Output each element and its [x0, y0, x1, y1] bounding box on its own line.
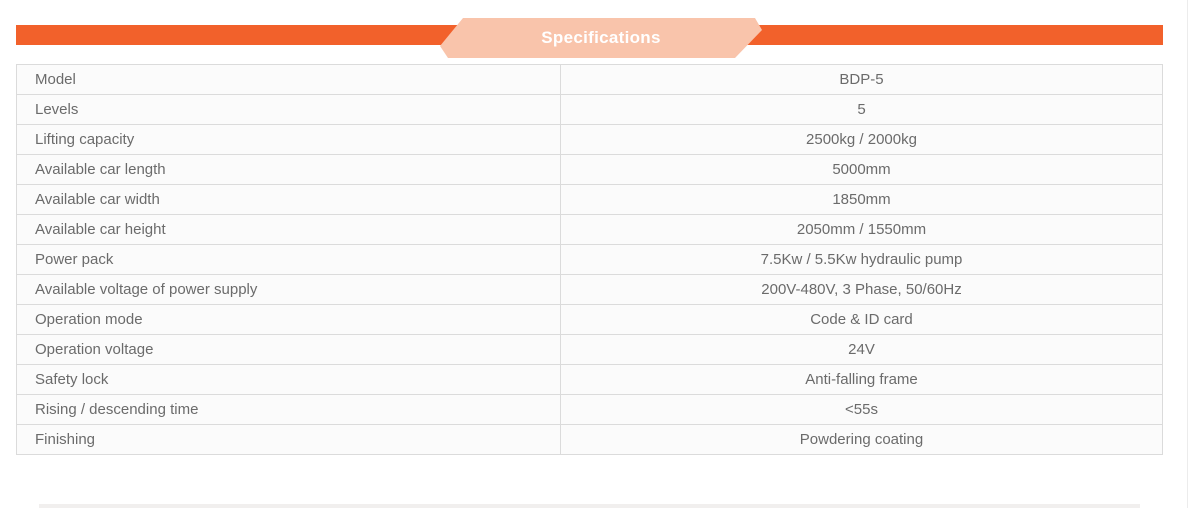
spec-label: Finishing [16, 424, 561, 455]
table-row: Operation mode Code & ID card [16, 304, 1163, 335]
spec-label: Available voltage of power supply [16, 274, 561, 305]
spec-label: Operation mode [16, 304, 561, 335]
spec-value: Anti-falling frame [560, 364, 1163, 395]
spec-value: 2500kg / 2000kg [560, 124, 1163, 155]
spec-label: Safety lock [16, 364, 561, 395]
table-row: Available car width 1850mm [16, 184, 1163, 215]
spec-value: 200V-480V, 3 Phase, 50/60Hz [560, 274, 1163, 305]
table-row: Available car length 5000mm [16, 154, 1163, 185]
table-row: Power pack 7.5Kw / 5.5Kw hydraulic pump [16, 244, 1163, 275]
section-title: Specifications [541, 28, 661, 47]
spec-label: Power pack [16, 244, 561, 275]
spec-label: Available car width [16, 184, 561, 215]
section-title-ribbon: Specifications [440, 18, 762, 58]
table-row: Safety lock Anti-falling frame [16, 364, 1163, 395]
spec-label: Rising / descending time [16, 394, 561, 425]
table-row: Available car height 2050mm / 1550mm [16, 214, 1163, 245]
spec-value: Powdering coating [560, 424, 1163, 455]
bottom-divider-bar [39, 504, 1140, 508]
table-row: Finishing Powdering coating [16, 424, 1163, 455]
spec-value: 24V [560, 334, 1163, 365]
table-row: Lifting capacity 2500kg / 2000kg [16, 124, 1163, 155]
spec-label: Model [16, 64, 561, 95]
spec-value: 7.5Kw / 5.5Kw hydraulic pump [560, 244, 1163, 275]
spec-value: 1850mm [560, 184, 1163, 215]
spec-label: Lifting capacity [16, 124, 561, 155]
table-row: Levels 5 [16, 94, 1163, 125]
spec-value: 5000mm [560, 154, 1163, 185]
spec-value: Code & ID card [560, 304, 1163, 335]
spec-value: 5 [560, 94, 1163, 125]
spec-value: BDP-5 [560, 64, 1163, 95]
spec-label: Available car length [16, 154, 561, 185]
specifications-table: Model BDP-5 Levels 5 Lifting capacity 25… [16, 64, 1163, 455]
spec-table-body: Model BDP-5 Levels 5 Lifting capacity 25… [16, 64, 1163, 455]
spec-label: Available car height [16, 214, 561, 245]
table-row: Model BDP-5 [16, 64, 1163, 95]
page-edge-line [1187, 0, 1188, 508]
table-row: Operation voltage 24V [16, 334, 1163, 365]
spec-label: Operation voltage [16, 334, 561, 365]
spec-value: 2050mm / 1550mm [560, 214, 1163, 245]
spec-label: Levels [16, 94, 561, 125]
table-row: Rising / descending time <55s [16, 394, 1163, 425]
table-row: Available voltage of power supply 200V-4… [16, 274, 1163, 305]
spec-value: <55s [560, 394, 1163, 425]
